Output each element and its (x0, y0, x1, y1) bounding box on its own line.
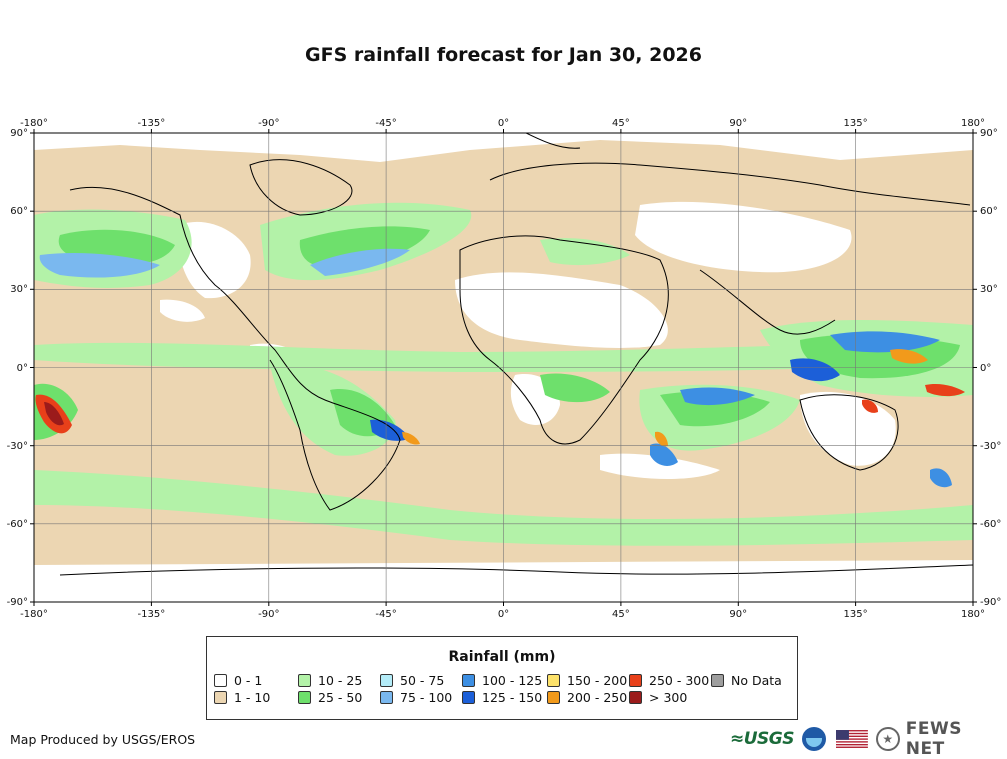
legend-item: 150 - 200 (547, 672, 629, 689)
lat-label-left: 30° (10, 284, 28, 295)
legend-swatch (629, 691, 642, 704)
lon-label-bottom: -45° (375, 609, 396, 620)
legend-grid: 0 - 1 10 - 25 50 - 75 100 - 125 150 - 200 250… (214, 672, 791, 706)
legend-label: 1 - 10 (234, 690, 271, 705)
graticule (34, 133, 973, 602)
legend-label: 10 - 25 (318, 673, 363, 688)
lat-label-right: 90° (980, 128, 998, 139)
lon-label-top: -135° (138, 118, 166, 129)
lat-label-right: -30° (980, 441, 1001, 452)
legend-swatch (547, 691, 560, 704)
legend-swatch (711, 674, 724, 687)
legend-label: 0 - 1 (234, 673, 263, 688)
legend-swatch (298, 674, 311, 687)
legend-label: 75 - 100 (400, 690, 453, 705)
lat-label-right: 30° (980, 284, 998, 295)
lat-label-right: -90° (980, 597, 1001, 608)
legend-label: No Data (731, 673, 782, 688)
legend-label: 50 - 75 (400, 673, 445, 688)
legend-swatch (214, 674, 227, 687)
legend-label: 200 - 250 (567, 690, 628, 705)
legend-item: 200 - 250 (547, 689, 629, 706)
legend-swatch (380, 691, 393, 704)
map-title: GFS rainfall forecast for Jan 30, 2026 (305, 44, 702, 66)
legend-item: 250 - 300 (629, 672, 711, 689)
lat-label-right: -60° (980, 519, 1001, 530)
map-credit: Map Produced by USGS/EROS (10, 732, 196, 747)
lat-label-right: 60° (980, 206, 998, 217)
legend-item: 125 - 150 (462, 689, 547, 706)
lat-label-left: 0° (17, 363, 28, 374)
lon-label-bottom: 0° (498, 609, 509, 620)
legend-swatch (298, 691, 311, 704)
lon-label-top: 0° (498, 118, 509, 129)
lon-label-bottom: 180° (961, 609, 985, 620)
lon-label-bottom: -180° (20, 609, 48, 620)
legend-item: No Data (711, 672, 791, 689)
axis-ticks (30, 129, 977, 606)
legend-item: 25 - 50 (298, 689, 380, 706)
legend-swatch (462, 691, 475, 704)
legend-label: 150 - 200 (567, 673, 628, 688)
usgs-logo-text: ≈USGS (730, 729, 795, 749)
lat-label-left: 60° (10, 206, 28, 217)
legend-item: 0 - 1 (214, 672, 298, 689)
lon-label-top: 45° (612, 118, 630, 129)
legend-item: 1 - 10 (214, 689, 298, 706)
lat-label-left: -30° (7, 441, 28, 452)
us-flag-icon (835, 730, 868, 748)
rainfall-legend: Rainfall (mm) 0 - 1 10 - 25 50 - 75 100 - 1… (206, 636, 798, 720)
legend-swatch (629, 674, 642, 687)
state-department-seal-icon: ★ (875, 727, 900, 751)
legend-swatch (547, 674, 560, 687)
legend-swatch (214, 691, 227, 704)
legend-label: 100 - 125 (482, 673, 543, 688)
lon-label-top: -180° (20, 118, 48, 129)
lon-label-top: 90° (729, 118, 747, 129)
rain-50-150 (39, 248, 952, 488)
noaa-logo (802, 727, 826, 751)
legend-label: 250 - 300 (649, 673, 710, 688)
coastlines (59, 133, 973, 576)
usgs-logo: ≈USGS (730, 729, 795, 749)
lon-label-bottom: 45° (612, 609, 630, 620)
legend-label: > 300 (649, 690, 688, 705)
lat-label-left: -60° (7, 519, 28, 530)
legend-title: Rainfall (mm) (448, 649, 556, 665)
lat-label-left: 90° (10, 128, 28, 139)
lon-label-top: 180° (961, 118, 985, 129)
lon-label-bottom: -135° (138, 609, 166, 620)
lon-label-top: -45° (375, 118, 396, 129)
legend-item: 100 - 125 (462, 672, 547, 689)
lat-label-right: 0° (980, 363, 991, 374)
legend-label: 125 - 150 (482, 690, 543, 705)
legend-item: > 300 (629, 689, 711, 706)
logo-bar: ≈USGS ★ FEWS NET (730, 719, 1007, 759)
lon-label-bottom: 135° (844, 609, 868, 620)
lon-label-top: -90° (258, 118, 279, 129)
rain-extreme (35, 349, 965, 447)
lon-label-bottom: 90° (729, 609, 747, 620)
fews-net-logo: FEWS NET (905, 719, 962, 759)
lat-label-left: -90° (7, 597, 28, 608)
legend-empty-cell (711, 689, 791, 706)
lon-label-top: 135° (844, 118, 868, 129)
legend-swatch (380, 674, 393, 687)
legend-swatch (462, 674, 475, 687)
legend-item: 10 - 25 (298, 672, 380, 689)
legend-item: 50 - 75 (380, 672, 462, 689)
legend-label: 25 - 50 (318, 690, 363, 705)
lon-label-bottom: -90° (258, 609, 279, 620)
legend-item: 75 - 100 (380, 689, 462, 706)
